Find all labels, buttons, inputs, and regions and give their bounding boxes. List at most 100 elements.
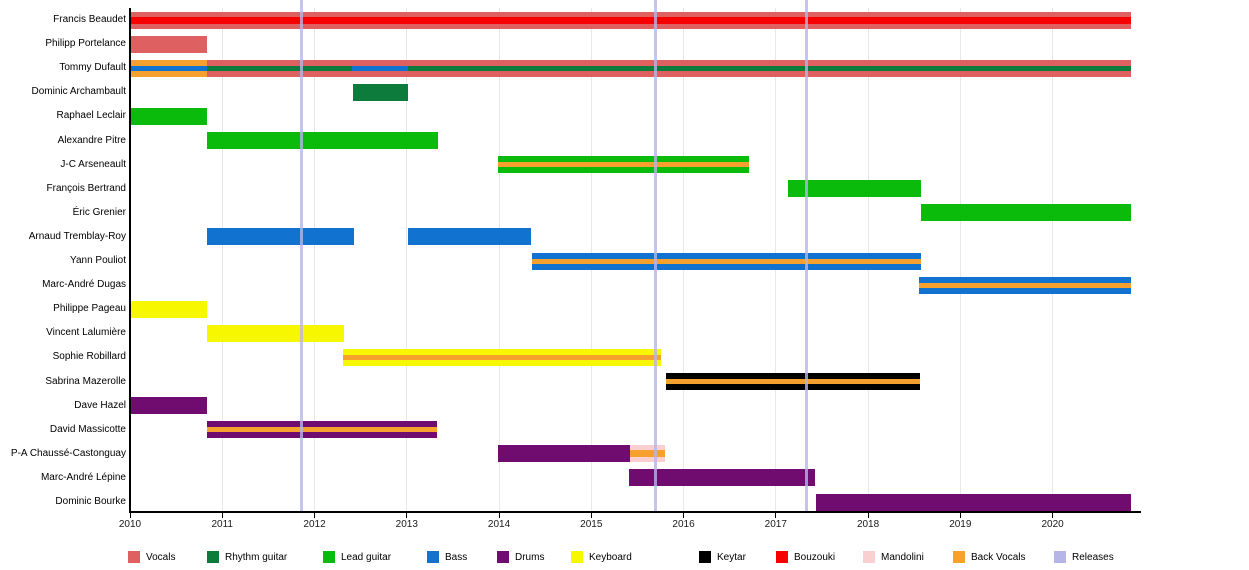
bar-drums bbox=[629, 469, 815, 487]
year-gridline bbox=[406, 8, 408, 511]
member-label: Francis Beaudet bbox=[53, 14, 126, 25]
x-axis-tick bbox=[1052, 513, 1054, 518]
x-axis-tick bbox=[498, 513, 500, 518]
legend-label-keyboard: Keyboard bbox=[589, 551, 632, 563]
bar-rhythm_guitar bbox=[353, 83, 408, 101]
year-gridline bbox=[959, 8, 961, 511]
stripe-rhythm_guitar bbox=[206, 65, 353, 71]
member-label: Raphael Leclair bbox=[56, 110, 127, 122]
release-line bbox=[300, 0, 304, 511]
x-tick-label: 2011 bbox=[211, 519, 234, 530]
legend-item-keytar: Keytar bbox=[699, 549, 746, 565]
release-line bbox=[654, 0, 658, 511]
x-axis-tick bbox=[406, 513, 408, 518]
member-label: Yann Pouliot bbox=[70, 255, 126, 266]
bar-lead_guitar bbox=[920, 204, 1131, 222]
stripe-bass bbox=[130, 65, 207, 71]
bass-swatch bbox=[427, 551, 439, 563]
bar-vocals bbox=[130, 35, 207, 53]
x-tick-label: 2020 bbox=[1041, 519, 1064, 530]
legend-label-releases: Releases bbox=[1072, 551, 1114, 563]
member-label: Sabrina Mazerolle bbox=[45, 375, 126, 387]
stripe-back_vocals bbox=[666, 379, 920, 384]
member-label: Marc-André Lépine bbox=[40, 471, 126, 483]
member-label: Dave Hazel bbox=[74, 399, 126, 411]
y-axis-line bbox=[129, 8, 131, 513]
rhythm_guitar-swatch bbox=[207, 551, 219, 563]
stripe-back_vocals bbox=[498, 162, 750, 168]
x-tick-label: 2010 bbox=[118, 519, 142, 530]
x-axis-tick bbox=[590, 513, 592, 518]
bar-lead_guitar bbox=[206, 132, 439, 149]
x-tick-label: 2018 bbox=[856, 519, 880, 530]
legend-label-mandolini: Mandolini bbox=[881, 551, 924, 563]
bar-bass bbox=[407, 228, 532, 246]
legend-label-bass: Bass bbox=[445, 551, 468, 563]
drums-swatch bbox=[497, 551, 509, 563]
legend-item-releases: Releases bbox=[1054, 549, 1114, 565]
x-tick-label: 2012 bbox=[303, 519, 326, 530]
bar-drums bbox=[816, 493, 1131, 511]
releases-swatch bbox=[1054, 551, 1066, 563]
member-label: Alexandre Pitre bbox=[57, 134, 126, 146]
x-axis-tick bbox=[221, 513, 223, 518]
member-label: Vincent Lalumière bbox=[46, 327, 126, 339]
legend-item-mandolini: Mandolini bbox=[863, 549, 924, 565]
bar-bass bbox=[206, 228, 355, 246]
legend-item-vocals: Vocals bbox=[128, 549, 175, 565]
x-axis-tick bbox=[129, 513, 131, 518]
legend-label-rhythm_guitar: Rhythm guitar bbox=[225, 551, 288, 563]
legend-label-back_vocals: Back Vocals bbox=[971, 551, 1026, 563]
x-tick-label: 2015 bbox=[580, 519, 603, 530]
member-label: Dominic Bourke bbox=[55, 496, 126, 507]
member-label: Philipp Portelance bbox=[45, 38, 126, 50]
member-label: Tommy Dufault bbox=[59, 62, 126, 74]
x-axis-tick bbox=[867, 513, 869, 518]
vocals-swatch bbox=[128, 551, 140, 563]
legend: Vocals Rhythm guitar Lead guitar Bass Drums K… bbox=[0, 549, 1249, 565]
member-label: P-A Chaussé-Castonguay bbox=[10, 447, 126, 459]
x-axis-tick bbox=[959, 513, 961, 518]
member-label: J-C Arseneault bbox=[60, 158, 126, 170]
stripe-back_vocals bbox=[532, 258, 921, 264]
legend-label-bouzouki: Bouzouki bbox=[794, 551, 836, 563]
stripe-back_vocals bbox=[918, 282, 1131, 288]
x-tick-label: 2013 bbox=[395, 519, 418, 530]
bar-drums bbox=[130, 397, 207, 415]
member-label: Éric Grenier bbox=[72, 206, 126, 218]
x-axis-tick bbox=[683, 513, 685, 518]
bar-drums bbox=[498, 445, 631, 463]
year-gridline bbox=[221, 8, 223, 511]
legend-item-back_vocals: Back Vocals bbox=[953, 549, 1025, 565]
x-tick-label: 2016 bbox=[672, 519, 695, 530]
member-label: Sophie Robillard bbox=[52, 351, 126, 363]
x-axis-tick bbox=[314, 513, 316, 518]
stripe-rhythm_guitar bbox=[407, 65, 1131, 71]
stripe-bouzouki bbox=[130, 16, 1131, 24]
x-axis-line bbox=[129, 511, 1141, 513]
member-label: Arnaud Tremblay-Roy bbox=[28, 230, 126, 242]
legend-item-keyboard: Keyboard bbox=[571, 549, 632, 565]
x-tick-label: 2019 bbox=[949, 519, 972, 530]
release-line bbox=[804, 0, 808, 511]
year-gridline bbox=[314, 8, 316, 511]
bouzouki-swatch bbox=[776, 551, 788, 563]
keyboard-swatch bbox=[571, 551, 583, 563]
legend-item-lead_guitar: Lead guitar bbox=[323, 549, 391, 565]
legend-label-keytar: Keytar bbox=[717, 551, 746, 563]
keytar-swatch bbox=[699, 551, 711, 563]
bar-lead_guitar bbox=[130, 107, 207, 125]
legend-item-rhythm_guitar: Rhythm guitar bbox=[207, 549, 287, 565]
year-gridline bbox=[498, 8, 500, 511]
bar-keyboard bbox=[130, 300, 207, 318]
lead_guitar-swatch bbox=[323, 551, 335, 563]
member-label: Philippe Pageau bbox=[53, 303, 126, 315]
x-tick-label: 2017 bbox=[764, 519, 787, 530]
mandolini-swatch bbox=[863, 551, 875, 563]
member-label: François Bertrand bbox=[46, 182, 126, 194]
legend-label-vocals: Vocals bbox=[146, 551, 176, 563]
stripe-back_vocals bbox=[343, 354, 662, 360]
year-gridline bbox=[1052, 8, 1054, 511]
x-tick-label: 2014 bbox=[487, 519, 511, 530]
